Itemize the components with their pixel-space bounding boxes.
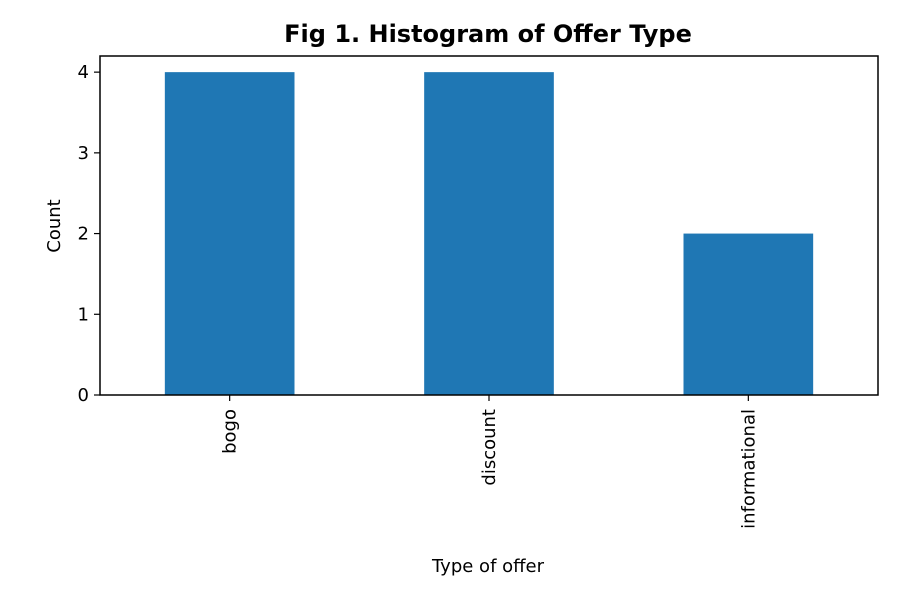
- x-tick-label-discount: discount: [479, 409, 500, 486]
- y-tick-label-4: 4: [78, 62, 89, 83]
- bar-discount: [424, 72, 554, 396]
- y-axis: 0 1 2 3 4: [78, 62, 100, 406]
- y-tick-label-2: 2: [78, 224, 89, 245]
- x-axis-label: Type of offer: [431, 556, 545, 577]
- bars-group: [164, 72, 814, 396]
- y-axis-label: Count: [44, 199, 65, 252]
- x-axis: bogo discount informational: [220, 395, 759, 529]
- x-tick-label-bogo: bogo: [220, 409, 241, 454]
- y-tick-label-1: 1: [78, 304, 89, 325]
- chart-title: Fig 1. Histogram of Offer Type: [284, 20, 692, 48]
- y-tick-label-0: 0: [78, 385, 89, 406]
- bar-informational: [683, 233, 814, 395]
- x-tick-label-informational: informational: [738, 409, 759, 529]
- y-tick-label-3: 3: [78, 143, 89, 164]
- plot-area: 0 1 2 3 4 bogo discount informational: [78, 55, 879, 529]
- bar-bogo: [164, 72, 295, 396]
- plot-frame: [99, 55, 879, 396]
